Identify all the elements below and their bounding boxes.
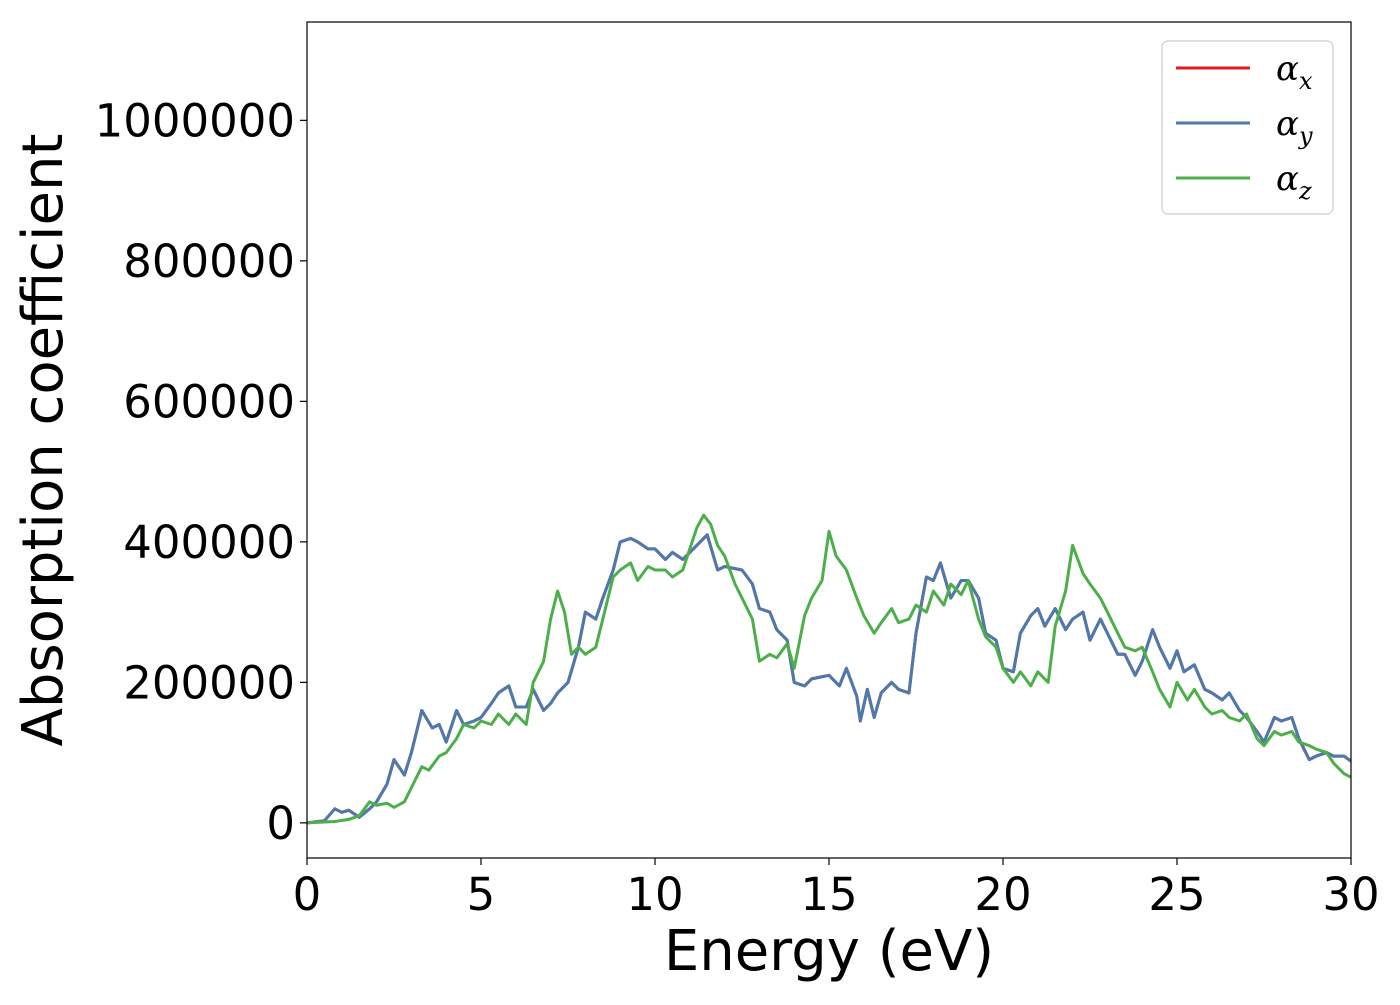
legend-label-symbol: α — [1276, 159, 1299, 199]
series-layer — [307, 513, 1351, 825]
legend-label-x: αx — [1276, 49, 1313, 95]
legend-label-symbol: α — [1276, 104, 1299, 144]
legend-label-z: αz — [1276, 159, 1312, 205]
series-line-x — [307, 533, 1351, 825]
y-axis-ticks: 0 200000 400000 600000 800000 1000000 — [95, 94, 307, 850]
x-tick-label: 25 — [1148, 868, 1205, 921]
y-tick-label: 400000 — [123, 516, 295, 569]
series-line-y — [307, 533, 1351, 825]
y-axis-title: Absorption coefficient — [11, 134, 76, 747]
legend-label-symbol: α — [1276, 49, 1299, 89]
x-tick-label: 20 — [974, 868, 1031, 921]
y-tick-label: 0 — [266, 797, 295, 850]
legend-label-subscript: x — [1299, 67, 1313, 95]
legend-label-subscript: y — [1298, 122, 1313, 150]
y-tick-label: 800000 — [123, 235, 295, 288]
series-line-z — [307, 513, 1351, 825]
y-tick-label: 1000000 — [95, 94, 295, 147]
x-tick-label: 0 — [293, 868, 322, 921]
x-axis-ticks: 0 5 10 15 20 25 30 — [293, 858, 1380, 921]
y-tick-label: 600000 — [123, 375, 295, 428]
legend-box — [1161, 40, 1334, 215]
legend-label-y: αy — [1276, 104, 1313, 150]
x-tick-label: 10 — [626, 868, 683, 921]
legend-label-subscript: z — [1298, 177, 1312, 205]
x-tick-label: 15 — [800, 868, 857, 921]
x-tick-label: 30 — [1322, 868, 1379, 921]
x-axis-title: Energy (eV) — [664, 919, 994, 984]
y-tick-label: 200000 — [123, 656, 295, 709]
x-tick-label: 5 — [467, 868, 496, 921]
